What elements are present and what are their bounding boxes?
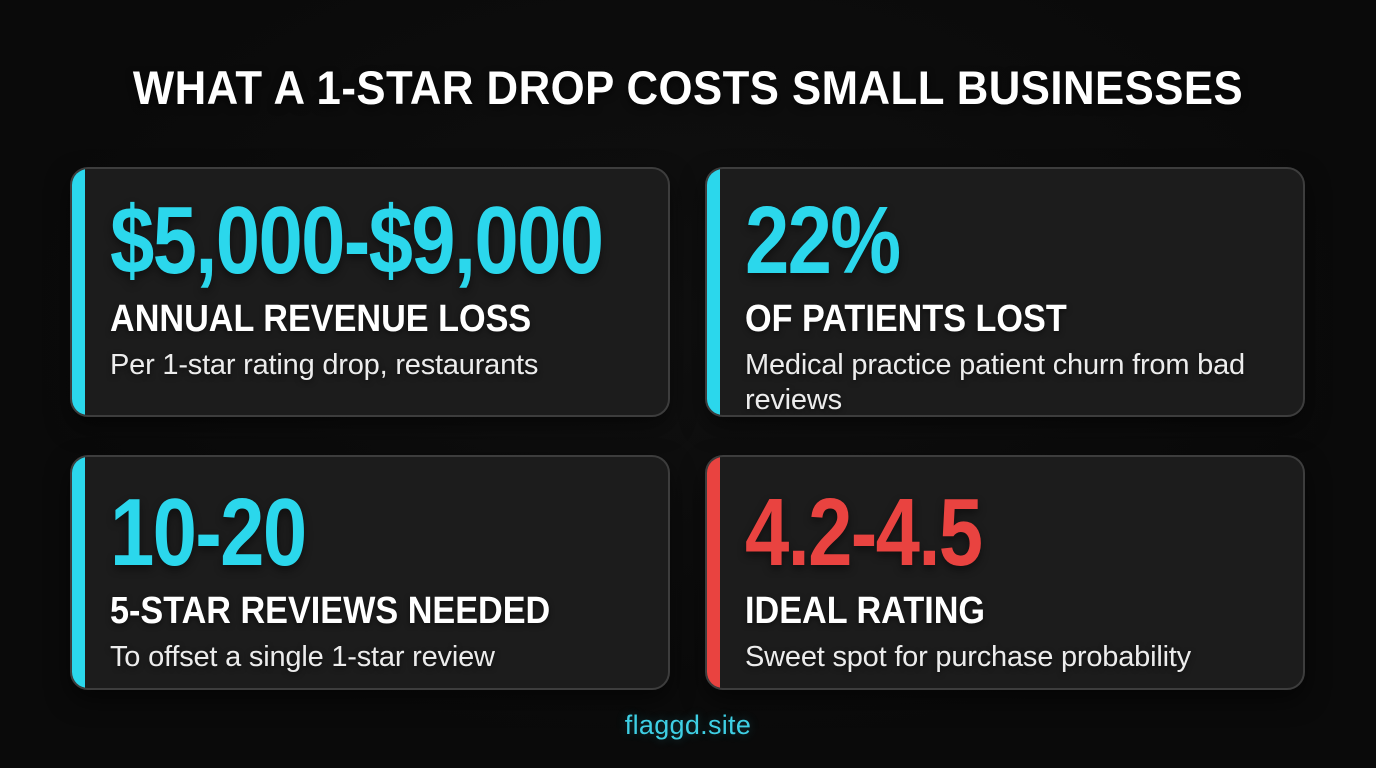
stat-card-patients-lost: 22% OF PATIENTS LOST Medical practice pa… — [705, 167, 1305, 417]
footer-site-url: flaggd.site — [624, 710, 752, 740]
stat-description: Sweet spot for purchase probability — [745, 640, 1191, 673]
stat-card-annual-revenue-loss: $5,000-$9,000 ANNUAL REVENUE LOSS Per 1-… — [70, 167, 670, 417]
accent-bar — [72, 457, 85, 688]
stat-label: OF PATIENTS LOST — [745, 298, 1067, 340]
stat-description: Per 1-star rating drop, restaurants — [110, 348, 539, 381]
stat-description: To offset a single 1-star review — [110, 640, 495, 673]
stat-value: 4.2-4.5 — [745, 479, 983, 586]
page-title: WHAT A 1-STAR DROP COSTS SMALL BUSINESSE… — [132, 61, 1244, 114]
stat-label: IDEAL RATING — [745, 590, 986, 632]
stats-grid: $5,000-$9,000 ANNUAL REVENUE LOSS Per 1-… — [70, 167, 1305, 690]
accent-bar — [72, 169, 85, 415]
stat-label: ANNUAL REVENUE LOSS — [110, 298, 532, 340]
stat-description: Medical practice patient churn from bad … — [745, 348, 1245, 417]
stat-value: $5,000-$9,000 — [110, 187, 604, 294]
stat-label: 5-STAR REVIEWS NEEDED — [110, 590, 551, 632]
accent-bar — [707, 169, 720, 415]
accent-bar — [707, 457, 720, 688]
stat-value: 10-20 — [110, 479, 307, 586]
stat-card-reviews-needed: 10-20 5-STAR REVIEWS NEEDED To offset a … — [70, 455, 670, 690]
stat-value: 22% — [745, 187, 901, 294]
stat-card-ideal-rating: 4.2-4.5 IDEAL RATING Sweet spot for purc… — [705, 455, 1305, 690]
